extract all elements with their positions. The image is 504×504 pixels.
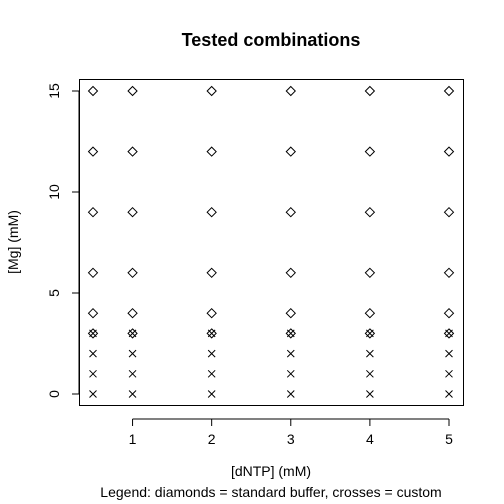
diamond-point <box>285 85 296 97</box>
y-axis: 0 5 10 15 <box>46 83 80 398</box>
cross-point <box>366 369 374 378</box>
cross-point <box>207 329 216 338</box>
cross-point <box>445 369 453 378</box>
diamond-point <box>127 328 138 339</box>
y-tick-label: 10 <box>46 184 62 200</box>
diamond-point <box>87 307 99 319</box>
y-axis-label: [Mg] (mM) <box>5 210 21 274</box>
diamond-point <box>206 146 217 157</box>
diamond-point <box>364 328 376 339</box>
cross-point <box>128 349 137 358</box>
x-axis: 1 2 3 4 5 <box>129 418 453 447</box>
diamond-point <box>285 206 296 218</box>
diamond-point <box>206 206 217 218</box>
data-points <box>87 85 455 398</box>
legend-caption: Legend: diamonds = standard buffer, cros… <box>100 484 441 500</box>
cross-point <box>445 329 453 338</box>
cross-point <box>128 369 137 378</box>
cross-point <box>286 349 295 358</box>
diamond-point <box>364 146 376 157</box>
cross-point <box>89 369 97 378</box>
cross-point <box>207 349 216 358</box>
diamond-point <box>364 267 376 279</box>
cross-point <box>366 329 374 338</box>
x-tick-label: 2 <box>208 431 216 447</box>
diamond-point <box>285 146 296 157</box>
x-tick-label: 3 <box>287 431 295 447</box>
diamond-point <box>206 267 217 279</box>
cross-point <box>89 390 97 398</box>
diamond-point <box>127 85 138 97</box>
diamond-point <box>443 307 455 319</box>
cross-point <box>128 390 137 398</box>
diamond-point <box>443 85 455 97</box>
diamond-point <box>127 267 138 279</box>
diamond-point <box>285 328 296 339</box>
diamond-point <box>443 328 455 339</box>
diamond-point <box>364 206 376 218</box>
diamond-point <box>285 307 296 319</box>
diamond-point <box>127 206 138 218</box>
cross-point <box>286 390 295 398</box>
diamond-point <box>206 307 217 319</box>
chart-title: Tested combinations <box>182 30 361 50</box>
diamond-point <box>87 267 99 279</box>
cross-point <box>286 329 295 338</box>
diamond-point <box>127 307 138 319</box>
diamond-point <box>364 307 376 319</box>
plot-frame <box>79 79 464 406</box>
cross-point <box>207 390 216 398</box>
diamond-point <box>87 206 99 218</box>
diamond-point <box>127 146 138 157</box>
cross-point <box>89 349 97 358</box>
cross-point <box>445 390 453 398</box>
x-tick-label: 4 <box>366 431 374 447</box>
cross-point <box>128 329 137 338</box>
y-tick-label: 15 <box>46 83 62 99</box>
diamond-point <box>206 85 217 97</box>
diamond-point <box>87 146 99 157</box>
diamond-point <box>206 328 217 339</box>
diamond-point <box>87 328 99 339</box>
diamond-point <box>87 85 99 97</box>
cross-point <box>366 349 374 358</box>
cross-point <box>89 329 97 338</box>
x-tick-label: 5 <box>445 431 453 447</box>
diamond-point <box>364 85 376 97</box>
diamond-point <box>443 206 455 218</box>
diamond-point <box>443 146 455 157</box>
y-tick-label: 5 <box>46 289 62 297</box>
cross-point <box>207 369 216 378</box>
x-tick-label: 1 <box>129 431 137 447</box>
cross-point <box>366 390 374 398</box>
cross-point <box>445 349 453 358</box>
cross-point <box>286 369 295 378</box>
x-axis-label: [dNTP] (mM) <box>231 463 311 479</box>
y-tick-label: 0 <box>46 390 62 398</box>
diamond-point <box>285 267 296 279</box>
diamond-point <box>443 267 455 279</box>
